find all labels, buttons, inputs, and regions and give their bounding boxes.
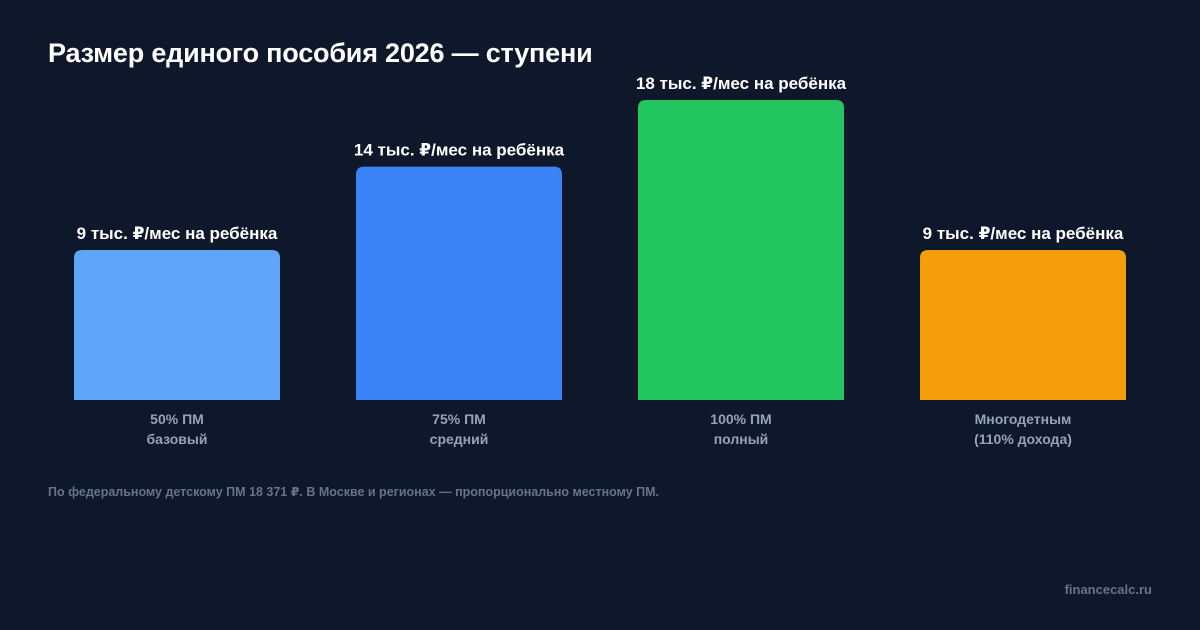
value-labels-group: 9 тыс. ₽/мес на ребёнка 14 тыс. ₽/мес на … [77, 74, 1124, 243]
category-tick-label: 100% ПМ [710, 411, 771, 427]
category-tick-label: средний [430, 431, 489, 447]
bar [356, 166, 562, 400]
category-tick-label: базовый [147, 431, 208, 447]
brand-watermark: financecalc.ru [1064, 582, 1152, 597]
category-tick-label: 75% ПМ [432, 411, 486, 427]
bar-value-label: 14 тыс. ₽/мес на ребёнка [354, 141, 565, 160]
bar [920, 250, 1126, 400]
category-tick-label: Многодетным [975, 411, 1072, 427]
category-tick-label: 50% ПМ [150, 411, 204, 427]
footnote: По федеральному детскому ПМ 18 371 ₽. В … [48, 485, 660, 499]
bar [74, 250, 280, 400]
bar [638, 100, 844, 400]
bar-chart: 9 тыс. ₽/мес на ребёнка 14 тыс. ₽/мес на … [74, 74, 1126, 447]
category-labels-group: 50% ПМ базовый 75% ПМ средний 100% ПМ полный М… [147, 411, 1072, 447]
category-tick-label: полный [714, 431, 769, 447]
bars-group [74, 100, 1126, 400]
bar-value-label: 18 тыс. ₽/мес на ребёнка [636, 74, 847, 93]
category-tick-label: (110% дохода) [974, 431, 1072, 447]
chart-title: Размер единого пособия 2026 — ступени [48, 38, 593, 68]
bar-value-label: 9 тыс. ₽/мес на ребёнка [923, 224, 1124, 243]
bar-value-label: 9 тыс. ₽/мес на ребёнка [77, 224, 278, 243]
